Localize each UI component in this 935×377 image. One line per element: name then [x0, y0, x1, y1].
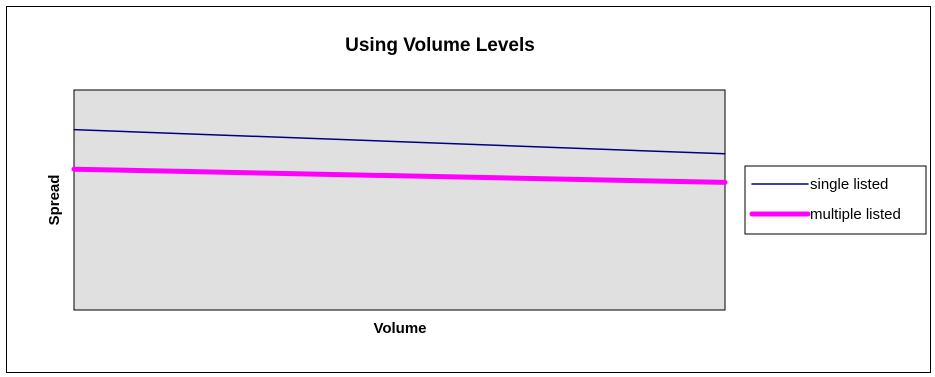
- legend-label-1: single listed: [810, 176, 888, 193]
- plot-area: [73, 89, 726, 311]
- chart-title: Using Volume Levels: [345, 35, 535, 56]
- series-line-1: [73, 128, 726, 155]
- y-axis-label: Spread: [46, 175, 63, 226]
- series-layer: [71, 128, 728, 185]
- series-line-2: [71, 166, 728, 185]
- x-axis-label: Volume: [373, 320, 426, 337]
- legend-entries: single listed multiple listed: [749, 176, 901, 223]
- legend-box: [744, 165, 927, 235]
- legend-label-2: multiple listed: [810, 206, 901, 223]
- legend: single listed multiple listed: [744, 165, 927, 235]
